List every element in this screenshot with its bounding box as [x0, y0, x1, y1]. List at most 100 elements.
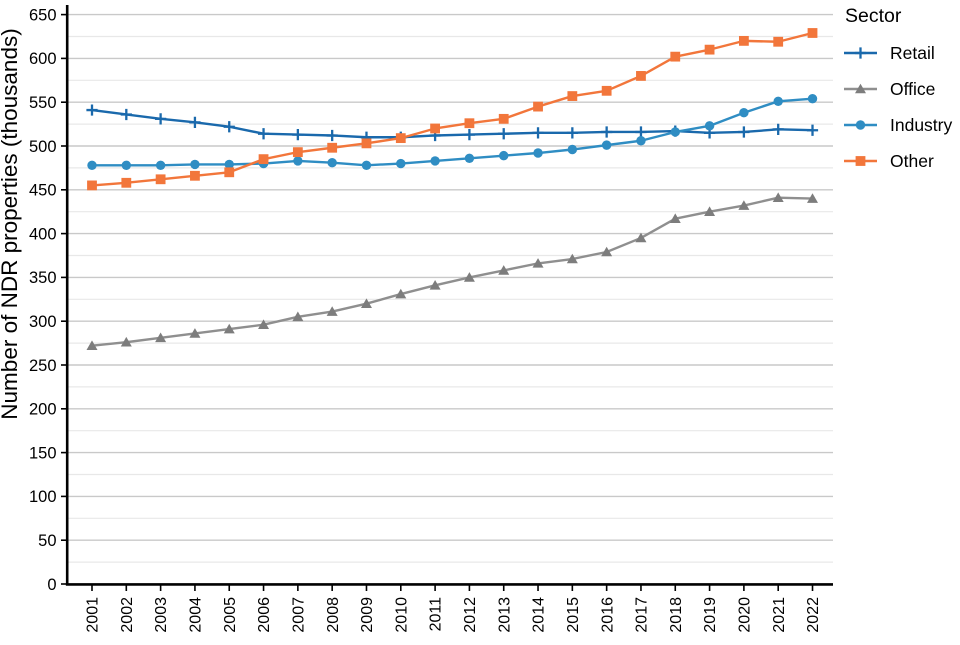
marker-retail: [806, 124, 819, 136]
marker-office: [601, 246, 613, 257]
marker-industry: [499, 150, 509, 161]
marker-industry: [293, 156, 303, 166]
x-tick-label: 2008: [325, 597, 342, 633]
marker-legend-industry: [855, 120, 866, 130]
y-tick-label: 650: [29, 6, 57, 24]
y-tick-label: 250: [29, 357, 57, 375]
series-office: [86, 192, 819, 351]
marker-industry: [121, 160, 132, 170]
marker-industry: [773, 96, 783, 107]
x-tick-label: 2002: [119, 597, 136, 633]
marker-retail: [463, 129, 476, 141]
marker-other: [567, 91, 578, 101]
x-tick-label: 2017: [634, 597, 651, 633]
marker-industry: [601, 140, 612, 150]
marker-office: [223, 323, 235, 334]
x-tick-label: 2016: [599, 597, 616, 633]
marker-retail: [257, 128, 270, 140]
marker-industry: [533, 148, 543, 158]
axes: 0 50 100 150 200 250 300 350 400 450 500 550 600 650 2…: [29, 5, 833, 633]
marker-retail: [566, 127, 578, 139]
marker-retail: [155, 113, 167, 125]
marker-other: [670, 51, 681, 62]
series-line-office: [91, 196, 813, 347]
marker-retail: [120, 108, 132, 121]
marker-other: [155, 174, 166, 185]
marker-industry: [739, 108, 749, 118]
x-tick-label: 2010: [393, 597, 410, 633]
x-tick-label: 2020: [736, 597, 753, 633]
x-tick-label: 2014: [531, 597, 548, 633]
marker-other: [190, 170, 200, 181]
marker-legend-other: [855, 156, 866, 166]
marker-office: [669, 213, 681, 224]
x-tick-label: 2013: [496, 597, 513, 633]
legend-item-office: Office: [844, 79, 935, 99]
marker-office: [498, 265, 510, 275]
marker-industry: [361, 160, 372, 170]
marker-industry: [327, 157, 337, 168]
legend-item-retail: Retail: [844, 43, 935, 63]
legend-label-industry: Industry: [890, 115, 952, 135]
marker-other: [601, 85, 612, 96]
x-tick-label: 2021: [771, 597, 788, 633]
x-tick-label: 2011: [428, 597, 445, 632]
marker-office: [566, 253, 578, 264]
x-tick-label: 2009: [359, 597, 376, 633]
x-tick-label: 2015: [565, 597, 582, 633]
marker-other: [464, 118, 475, 129]
marker-industry: [636, 136, 646, 146]
marker-other: [807, 28, 818, 38]
marker-retail: [223, 121, 235, 133]
marker-industry: [87, 160, 97, 170]
marker-other: [636, 71, 646, 81]
marker-other: [738, 35, 749, 46]
marker-other: [258, 154, 269, 165]
marker-retail: [532, 127, 544, 139]
y-tick-label: 0: [47, 576, 56, 594]
legend-label-other: Other: [890, 151, 934, 171]
marker-retail: [292, 129, 304, 141]
marker-office: [395, 288, 407, 299]
marker-industry: [396, 158, 406, 169]
legend-title: Sector: [845, 5, 902, 27]
marker-office: [635, 232, 647, 243]
y-axis-title: Number of NDR properties (thousands): [0, 28, 22, 419]
y-tick-label: 450: [29, 182, 57, 200]
legend-items: Retail Office Industry Other: [844, 43, 952, 171]
marker-retail: [635, 126, 647, 138]
marker-industry: [807, 93, 818, 104]
x-tick-label: 2004: [188, 597, 205, 633]
marker-industry: [190, 159, 200, 170]
y-tick-label: 350: [29, 269, 57, 287]
marker-retail: [772, 123, 784, 135]
gridlines: [68, 13, 833, 563]
marker-other: [361, 138, 372, 149]
y-tick-label: 550: [29, 94, 57, 112]
marker-office: [258, 319, 270, 330]
marker-other: [292, 147, 303, 158]
x-tick-label: 2022: [805, 597, 822, 633]
marker-retail: [189, 116, 201, 128]
y-tick-label: 400: [29, 225, 57, 243]
marker-other: [533, 101, 543, 112]
marker-retail: [326, 129, 338, 142]
marker-office: [772, 192, 784, 202]
x-tick-label: 2018: [668, 597, 685, 633]
y-tick-label: 50: [38, 532, 56, 550]
y-tick-label: 150: [29, 444, 57, 462]
x-tick-label: 2003: [153, 597, 170, 633]
marker-office: [292, 311, 304, 322]
y-tick-label: 200: [29, 401, 57, 419]
marker-industry: [704, 121, 715, 131]
legend-item-other: Other: [844, 151, 934, 171]
y-tick-label: 100: [29, 488, 57, 506]
legend-label-retail: Retail: [890, 43, 935, 63]
marker-industry: [155, 160, 166, 170]
marker-office: [360, 298, 372, 308]
legend-label-office: Office: [890, 79, 935, 99]
marker-legend-office: [855, 83, 866, 94]
series-line-other: [91, 31, 813, 187]
x-tick-label: 2001: [85, 597, 102, 633]
